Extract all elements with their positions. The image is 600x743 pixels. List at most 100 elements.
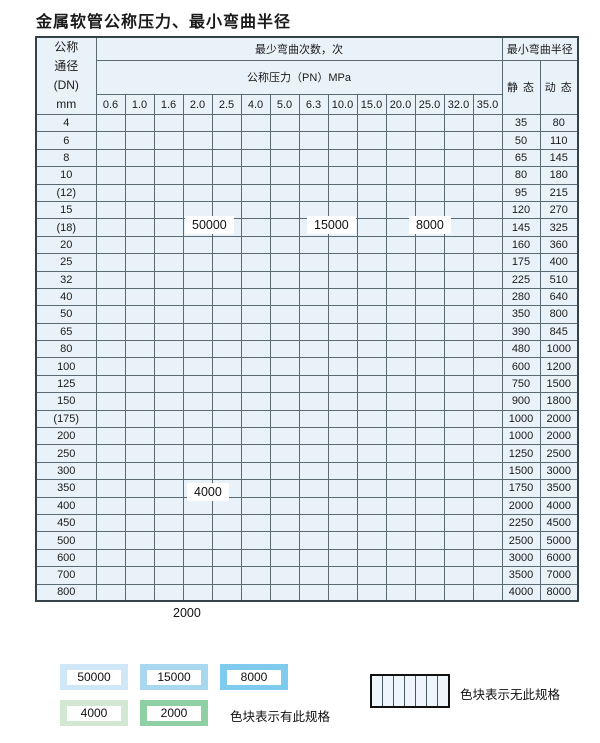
- cell-pressure: [472, 374, 503, 394]
- header-pressure-2.5: 2.5: [211, 94, 242, 115]
- cell-pressure: [153, 583, 184, 602]
- table-row: 65 390 845: [35, 322, 579, 342]
- cell-pressure: [211, 496, 242, 515]
- cell-pressure: [414, 357, 445, 376]
- cell-pressure: [298, 235, 329, 255]
- cell-pressure: [95, 392, 126, 411]
- table-row: 250 1250 2500: [35, 444, 579, 463]
- cell-pressure: [182, 444, 213, 463]
- cell-static-radius: 1500: [501, 461, 541, 481]
- header-pressure-15.0: 15.0: [356, 94, 387, 115]
- cell-pressure: [269, 218, 300, 237]
- cell-pressure: [153, 409, 184, 429]
- cell-pressure: [298, 357, 329, 376]
- table-row: 10 80 180: [35, 166, 579, 185]
- cell-pressure: [385, 200, 416, 220]
- cell-pressure: [414, 461, 445, 481]
- cell-pressure: [327, 531, 358, 550]
- cell-dn: 80: [35, 340, 97, 359]
- cell-pressure: [356, 357, 387, 376]
- cell-pressure: [298, 548, 329, 568]
- cell-pressure: [327, 166, 358, 185]
- cell-pressure: [472, 357, 503, 376]
- legend-empty-segment: [394, 676, 405, 706]
- cell-pressure: [240, 583, 271, 602]
- cell-pressure: [182, 253, 213, 272]
- cell-pressure: [211, 131, 242, 150]
- cell-pressure: [443, 287, 474, 307]
- cell-dn: 500: [35, 531, 97, 550]
- cell-pressure: [298, 392, 329, 411]
- cell-pressure: [240, 513, 271, 533]
- cell-pressure: [327, 496, 358, 515]
- cell-pressure: [385, 270, 416, 289]
- cell-pressure: [240, 235, 271, 255]
- cell-dn: 50: [35, 305, 97, 324]
- cell-pressure: [472, 270, 503, 289]
- cell-pressure: [182, 235, 213, 255]
- cell-pressure: [385, 427, 416, 446]
- cell-pressure: [95, 218, 126, 237]
- cell-pressure: [211, 566, 242, 585]
- cell-pressure: [414, 531, 445, 550]
- cell-pressure: [95, 479, 126, 498]
- cell-dn: 10: [35, 166, 97, 185]
- legend-empty-segment: [438, 676, 448, 706]
- header-row-2: 公称压力（PN）MPa 静 态 动 态: [36, 59, 579, 115]
- cell-pressure: [240, 374, 271, 394]
- cell-pressure: [269, 270, 300, 289]
- cell-pressure: [327, 513, 358, 533]
- cell-pressure: [298, 305, 329, 324]
- cell-pressure: [414, 374, 445, 394]
- cell-pressure: [385, 461, 416, 481]
- cell-pressure: [153, 392, 184, 411]
- dn-line-4: mm: [56, 97, 77, 111]
- cell-dynamic-radius: 360: [539, 235, 579, 255]
- cell-pressure: [443, 513, 474, 533]
- cell-dynamic-radius: 1000: [539, 340, 579, 359]
- cell-dynamic-radius: 215: [539, 183, 579, 202]
- cell-pressure: [124, 427, 155, 446]
- legend-swatch-50000: 50000: [60, 664, 128, 690]
- cell-dynamic-radius: 270: [539, 200, 579, 220]
- cell-dn: 6: [35, 131, 97, 150]
- cell-pressure: [356, 287, 387, 307]
- header-pressure-4.0: 4.0: [240, 94, 271, 115]
- cell-pressure: [124, 513, 155, 533]
- cell-pressure: [153, 131, 184, 150]
- cell-pressure: [182, 183, 213, 202]
- cell-dn: 40: [35, 287, 97, 307]
- cell-pressure: [153, 200, 184, 220]
- cell-pressure: [124, 113, 155, 133]
- cell-pressure: [153, 479, 184, 498]
- cell-pressure: [327, 200, 358, 220]
- cell-pressure: [327, 287, 358, 307]
- cell-pressure: [472, 287, 503, 307]
- table-row: 125 750 1500: [35, 374, 579, 394]
- cell-pressure: [240, 183, 271, 202]
- cell-pressure: [414, 548, 445, 568]
- cell-pressure: [211, 374, 242, 394]
- header-pressure-20.0: 20.0: [385, 94, 416, 115]
- cell-pressure: [124, 305, 155, 324]
- cell-static-radius: 95: [501, 183, 541, 202]
- cell-pressure: [414, 444, 445, 463]
- cell-pressure: [327, 235, 358, 255]
- cell-pressure: [211, 392, 242, 411]
- legend-swatch-15000: 15000: [140, 664, 208, 690]
- table-row: 150 900 1800: [35, 392, 579, 411]
- header-nominal-diameter: 公称 通径 (DN) mm: [35, 36, 97, 115]
- table-row: 500 2500 5000: [35, 531, 579, 550]
- cell-pressure: [269, 374, 300, 394]
- cell-pressure: [414, 583, 445, 602]
- cell-pressure: [327, 131, 358, 150]
- cell-pressure: [356, 148, 387, 168]
- cell-pressure: [385, 253, 416, 272]
- cell-pressure: [472, 218, 503, 237]
- cell-static-radius: 2000: [501, 496, 541, 515]
- cell-pressure: [211, 287, 242, 307]
- cell-dynamic-radius: 640: [539, 287, 579, 307]
- cell-pressure: [95, 374, 126, 394]
- cell-pressure: [124, 340, 155, 359]
- cell-pressure: [298, 322, 329, 342]
